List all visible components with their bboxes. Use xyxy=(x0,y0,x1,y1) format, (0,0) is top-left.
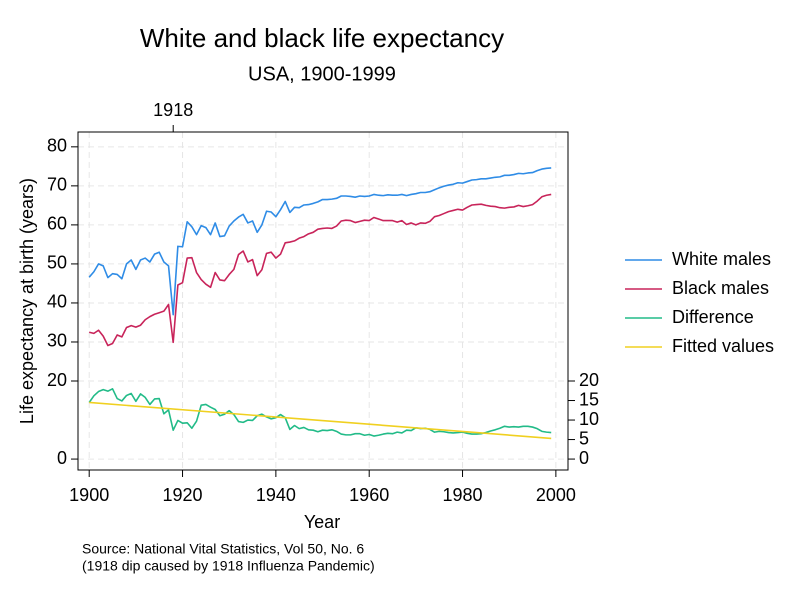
y-tick-label: 50 xyxy=(47,253,67,273)
source-note: (1918 dip caused by 1918 Influenza Pande… xyxy=(82,558,375,574)
top-x-tick-label: 1918 xyxy=(153,100,193,120)
series-line xyxy=(88,388,552,437)
y-tick-label: 0 xyxy=(57,448,67,468)
x-tick-label: 1940 xyxy=(256,485,296,505)
x-tick-label: 1980 xyxy=(443,485,483,505)
y-tick-label: 60 xyxy=(47,214,67,234)
x-tick-label: 1920 xyxy=(163,485,203,505)
y-tick-label: 30 xyxy=(47,331,67,351)
legend-label: White males xyxy=(672,249,771,269)
x-tick-label: 1900 xyxy=(69,485,109,505)
y-tick-label: 40 xyxy=(47,292,67,312)
series-line xyxy=(88,167,552,316)
y-tick-label: 20 xyxy=(47,370,67,390)
y2-tick-label: 5 xyxy=(579,428,589,448)
x-tick-label: 1960 xyxy=(349,485,389,505)
y2-tick-label: 10 xyxy=(579,409,599,429)
series-line xyxy=(89,401,552,440)
legend-label: Difference xyxy=(672,307,754,327)
legend-label: Fitted values xyxy=(672,336,774,356)
y-tick-label: 70 xyxy=(47,175,67,195)
y2-tick-label: 15 xyxy=(579,389,599,409)
plot-frame xyxy=(77,131,569,471)
source-note: Source: National Vital Statistics, Vol 5… xyxy=(82,541,364,557)
y-axis-label: Life expectancy at birth (years) xyxy=(17,178,37,424)
legend-label: Black males xyxy=(672,278,769,298)
y-tick-label: 80 xyxy=(47,136,67,156)
y2-tick-label: 0 xyxy=(579,448,589,468)
x-tick-label: 2000 xyxy=(536,485,576,505)
chart-title: White and black life expectancy xyxy=(140,23,504,53)
chart-subtitle: USA, 1900-1999 xyxy=(248,63,396,85)
y2-tick-label: 20 xyxy=(579,370,599,390)
x-axis-label: Year xyxy=(304,512,340,532)
series-line xyxy=(89,193,552,347)
